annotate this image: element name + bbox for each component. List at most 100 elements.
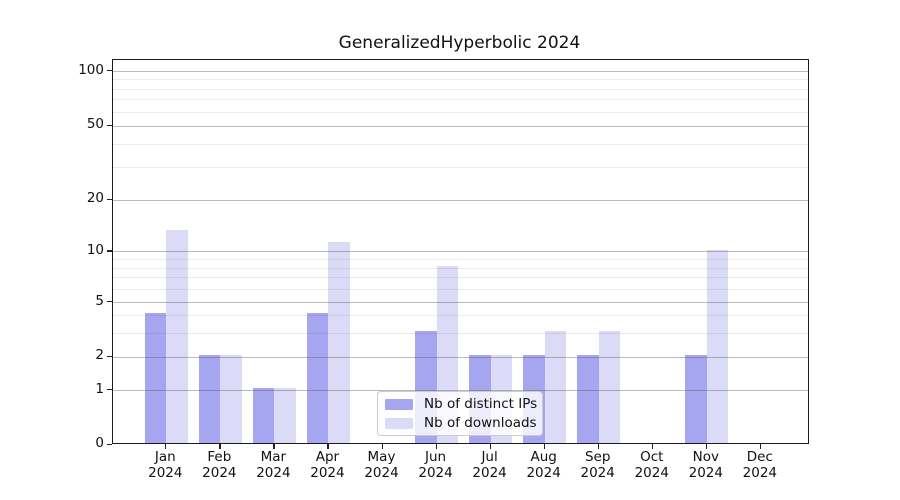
x-tick-mark	[381, 444, 383, 449]
x-tick-label-year: 2024	[202, 464, 237, 481]
legend-swatch-distinct-ips	[385, 398, 413, 410]
x-tick-label-month: Nov	[692, 449, 719, 465]
legend-swatch-downloads	[385, 417, 413, 429]
x-tick-label-month: Jun	[425, 449, 447, 465]
x-tick-label: May 2024	[354, 449, 410, 481]
x-tick-mark	[435, 444, 437, 449]
y-gridline-major	[112, 71, 808, 72]
y-tick-label: 100	[78, 61, 104, 78]
x-tick-label: Jul 2024	[462, 449, 518, 481]
x-tick-label: Sep 2024	[570, 449, 626, 481]
x-tick-label-year: 2024	[472, 464, 507, 481]
y-gridline-minor	[112, 88, 808, 90]
x-tick-label-year: 2024	[418, 464, 453, 481]
x-tick-label-month: Mar	[260, 449, 287, 465]
x-tick-mark	[165, 444, 167, 449]
x-tick-label-year: 2024	[580, 464, 615, 481]
y-tick-mark	[106, 443, 112, 445]
y-gridline-major	[112, 251, 808, 253]
y-gridline-minor	[112, 315, 808, 317]
y-tick-label: 0	[95, 435, 104, 451]
x-tick-label: Dec 2024	[732, 449, 788, 481]
x-tick-label-year: 2024	[148, 464, 183, 481]
x-tick-label-year: 2024	[526, 464, 561, 481]
y-gridline-minor	[112, 144, 808, 145]
x-tick-mark	[543, 444, 545, 449]
x-tick-label-year: 2024	[256, 464, 291, 481]
x-tick-label-month: Oct	[640, 449, 664, 465]
x-tick-label-month: Jan	[154, 449, 176, 465]
y-tick-label: 2	[95, 347, 104, 364]
y-gridline-minor	[112, 79, 808, 81]
bar-downloads-nov	[706, 249, 729, 443]
chart-title: GeneralizedHyperbolic 2024	[338, 33, 581, 53]
legend-label-downloads: Nb of downloads	[424, 415, 537, 431]
bar-distinct-ips-sep	[577, 355, 599, 443]
x-tick-label: Feb 2024	[191, 449, 247, 481]
y-gridline-minor	[112, 288, 808, 290]
y-tick-mark	[106, 389, 112, 391]
y-tick-label: 1	[95, 380, 104, 397]
bar-downloads-sep	[598, 330, 621, 443]
y-gridline-major	[112, 125, 808, 127]
y-tick-mark	[106, 70, 112, 72]
y-gridline-major	[112, 199, 808, 201]
plot-area	[111, 58, 809, 444]
bar-downloads-mar	[274, 388, 296, 443]
x-tick-mark	[705, 444, 707, 449]
y-gridline-minor	[112, 99, 808, 101]
x-tick-label: Nov 2024	[678, 449, 734, 481]
y-tick-label: 50	[86, 116, 104, 133]
x-tick-label-month: Aug	[530, 449, 557, 465]
x-tick-mark	[489, 444, 491, 449]
y-gridline-minor	[112, 167, 808, 169]
x-tick-label: Aug 2024	[516, 449, 572, 481]
y-tick-mark	[106, 124, 112, 127]
bar-distinct-ips-apr	[306, 313, 329, 443]
y-gridline-major	[112, 356, 808, 358]
x-tick-mark	[327, 444, 329, 449]
x-tick-mark	[273, 444, 275, 449]
y-tick-mark	[106, 198, 112, 201]
x-tick-label: Jan 2024	[137, 449, 193, 481]
y-tick-mark	[106, 301, 112, 303]
bar-downloads-aug	[544, 330, 567, 443]
y-gridline-minor	[112, 277, 808, 279]
y-gridline-minor	[112, 259, 808, 261]
y-tick-mark	[106, 355, 112, 358]
y-gridline-minor	[112, 267, 808, 269]
y-gridline-minor	[112, 332, 808, 334]
bar-downloads-feb	[220, 355, 242, 443]
x-tick-label-month: Dec	[746, 449, 773, 465]
x-tick-mark	[759, 444, 762, 449]
x-tick-label-year: 2024	[688, 464, 723, 481]
legend: Nb of distinct IPs Nb of downloads	[377, 391, 543, 436]
x-tick-label-year: 2024	[742, 464, 778, 481]
x-tick-label-month: Sep	[584, 449, 611, 465]
x-tick-label: Oct 2024	[624, 449, 680, 481]
x-tick-label-month: Apr	[315, 449, 340, 465]
y-gridline-minor	[112, 111, 808, 113]
x-tick-mark	[597, 444, 599, 449]
bar-downloads-apr	[328, 242, 350, 443]
x-tick-mark	[651, 444, 653, 449]
y-gridline-major	[112, 302, 808, 303]
y-tick-mark	[106, 250, 112, 252]
bar-distinct-ips-feb	[198, 355, 221, 443]
y-tick-label: 20	[86, 190, 104, 207]
x-tick-label: Jun 2024	[408, 449, 464, 481]
y-tick-label: 5	[95, 292, 104, 309]
y-tick-label: 10	[86, 241, 104, 258]
x-tick-label-month: Jul	[481, 449, 498, 465]
x-tick-label-year: 2024	[634, 464, 669, 481]
bar-distinct-ips-jan	[144, 313, 167, 443]
legend-item-distinct-ips: Nb of distinct IPs	[385, 396, 542, 412]
bar-distinct-ips-nov	[685, 355, 707, 443]
bar-downloads-jan	[166, 230, 188, 443]
legend-item-downloads: Nb of downloads	[385, 415, 542, 431]
x-tick-label: Mar 2024	[245, 449, 301, 481]
x-tick-label-month: May	[367, 449, 396, 465]
x-tick-mark	[219, 444, 221, 449]
x-tick-label-month: Feb	[207, 449, 232, 465]
